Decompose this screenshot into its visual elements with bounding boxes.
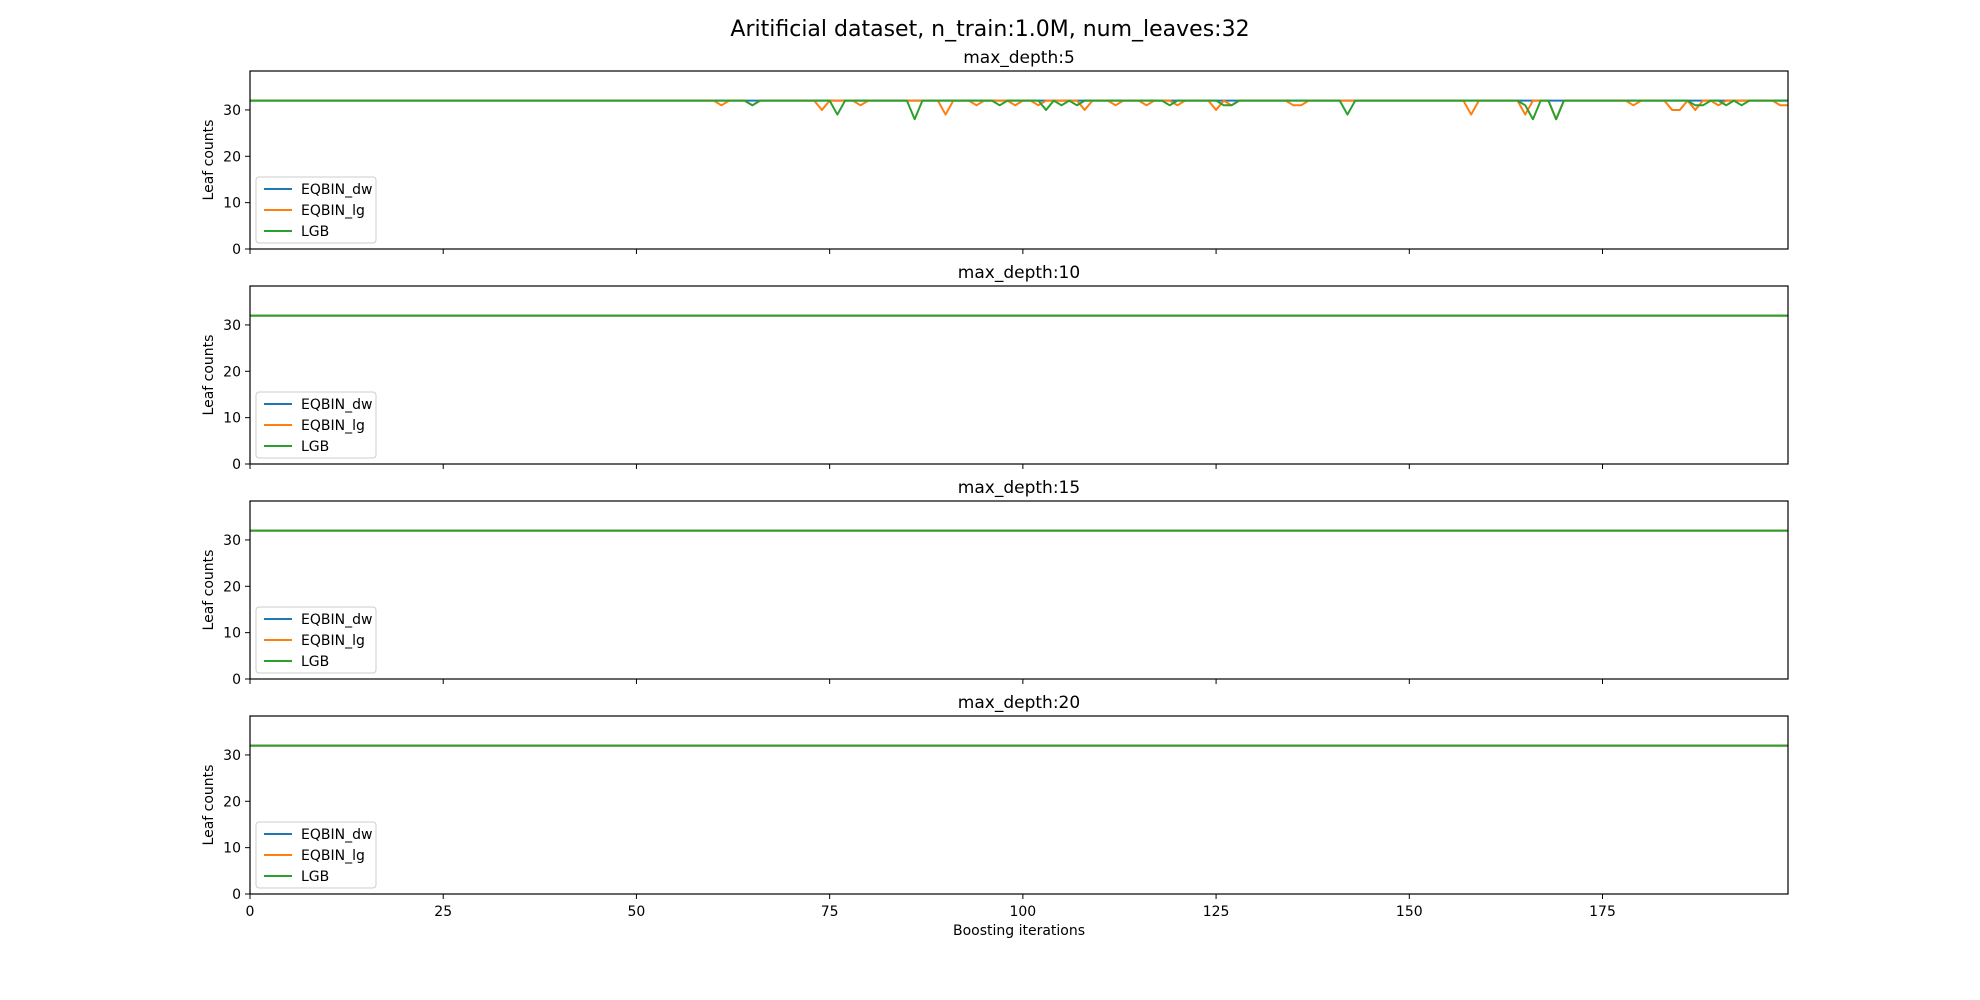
legend-label: LGB [301, 654, 329, 670]
x-tick-label: 0 [246, 904, 255, 920]
subplot-4: max_depth:20 0 10 20 30 0 25 50 75 100 125 150 175 Le… [201, 693, 1789, 920]
x-tick-label: 50 [628, 904, 646, 920]
legend-label: EQBIN_dw [301, 182, 372, 198]
legend-label: EQBIN_dw [301, 397, 372, 413]
subplot-title: max_depth:10 [958, 263, 1080, 283]
y-tick-label: 20 [223, 794, 241, 810]
legend: EQBIN_dw EQBIN_lg LGB [255, 606, 377, 674]
y-tick-label: 0 [232, 672, 241, 688]
plot-frame [249, 715, 1789, 895]
legend: EQBIN_dw EQBIN_lg LGB [255, 391, 377, 459]
y-tick-label: 30 [223, 533, 241, 549]
legend-label: EQBIN_lg [301, 848, 365, 864]
y-tick-label: 10 [223, 841, 241, 857]
y-tick-label: 10 [223, 626, 241, 642]
y-tick-label: 0 [232, 457, 241, 473]
subplot-title: max_depth:5 [963, 48, 1075, 68]
y-tick-label: 30 [223, 103, 241, 119]
legend-label: EQBIN_dw [301, 827, 372, 843]
x-tick-label: 100 [1009, 904, 1036, 920]
plot-frame [249, 70, 1789, 250]
y-tick-label: 10 [223, 196, 241, 212]
y-axis-label: Leaf counts [201, 550, 217, 631]
x-tick-label: 150 [1396, 904, 1423, 920]
y-tick-label: 20 [223, 579, 241, 595]
y-tick-label: 20 [223, 149, 241, 165]
legend-label: LGB [301, 439, 329, 455]
legend-label: EQBIN_lg [301, 633, 365, 649]
y-axis-label: Leaf counts [201, 120, 217, 201]
legend-label: EQBIN_lg [301, 203, 365, 219]
subplot-title: max_depth:15 [958, 478, 1080, 498]
figure-title: Aritificial dataset, n_train:1.0M, num_l… [730, 17, 1249, 42]
x-tick-label: 175 [1589, 904, 1616, 920]
plot-frame [249, 285, 1789, 465]
x-tick-label: 25 [434, 904, 452, 920]
y-axis-label: Leaf counts [201, 765, 217, 846]
series-lines [250, 99, 1788, 121]
y-axis-label: Leaf counts [201, 335, 217, 416]
x-tick-label: 125 [1203, 904, 1230, 920]
y-tick-label: 20 [223, 364, 241, 380]
subplot-title: max_depth:20 [958, 693, 1080, 713]
y-tick-label: 0 [232, 887, 241, 903]
x-axis-label: Boosting iterations [953, 923, 1085, 939]
legend-label: EQBIN_lg [301, 418, 365, 434]
legend: EQBIN_dw EQBIN_lg LGB [255, 821, 377, 889]
legend-label: LGB [301, 869, 329, 885]
legend-box [255, 606, 377, 674]
legend-box [255, 176, 377, 244]
legend-box [255, 391, 377, 459]
x-tick-label: 75 [821, 904, 839, 920]
y-tick-label: 30 [223, 318, 241, 334]
legend-box [255, 821, 377, 889]
y-tick-label: 30 [223, 748, 241, 764]
plot-frame [249, 500, 1789, 680]
series-line-lgb [250, 99, 1788, 121]
legend-label: EQBIN_dw [301, 612, 372, 628]
legend: EQBIN_dw EQBIN_lg LGB [255, 176, 377, 244]
y-tick-label: 10 [223, 411, 241, 427]
legend-label: LGB [301, 224, 329, 240]
y-tick-label: 0 [232, 242, 241, 258]
